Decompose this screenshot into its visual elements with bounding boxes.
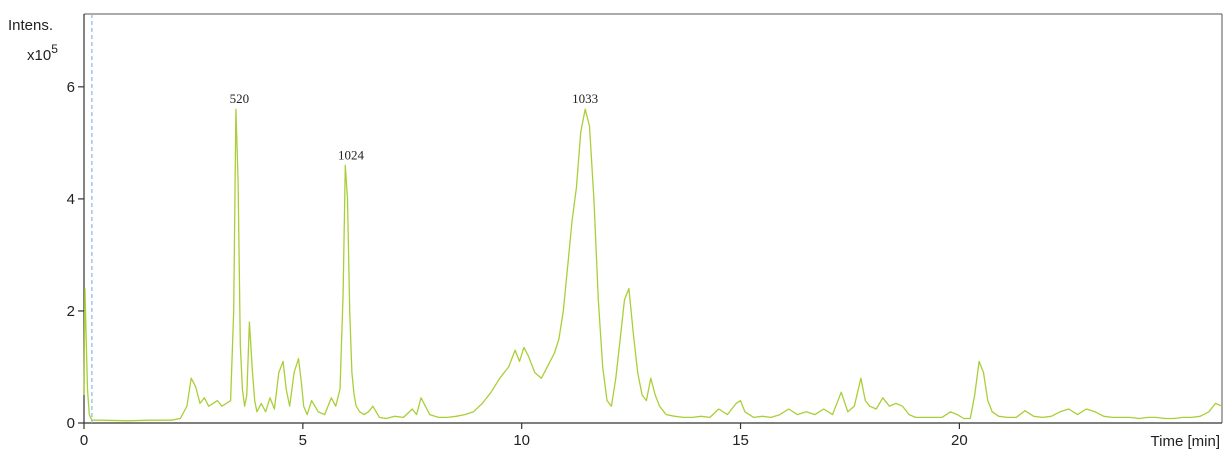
peak-label: 1024	[338, 147, 365, 162]
x-tick-label: 5	[299, 432, 307, 449]
series-line	[83, 108, 1223, 422]
x-axis-ticks: 0 5 10 15 20	[80, 423, 968, 449]
peak-label: 520	[230, 91, 250, 106]
y-tick-label: 0	[67, 415, 75, 432]
y-axis-ticks: 0 2 4 6	[67, 79, 84, 432]
plot-frame	[83, 13, 1223, 424]
x-axis-title: Time [min]	[1151, 433, 1220, 450]
peak-labels: 520 1024 1033	[230, 91, 599, 162]
x-tick-label: 0	[80, 432, 88, 449]
x-tick-label: 10	[513, 432, 530, 449]
x-tick-label: 20	[951, 432, 968, 449]
peak-label: 1033	[572, 91, 598, 106]
y-tick-label: 4	[67, 191, 75, 208]
y-tick-label: 2	[67, 303, 75, 320]
y-tick-label: 6	[67, 79, 75, 96]
y-axis-scale-exponent: 5	[51, 42, 58, 56]
x-tick-label: 15	[732, 432, 749, 449]
y-axis-title: Intens.	[8, 17, 53, 34]
y-axis-scale: x105	[27, 42, 58, 64]
y-axis-scale-prefix: x10	[27, 47, 51, 64]
